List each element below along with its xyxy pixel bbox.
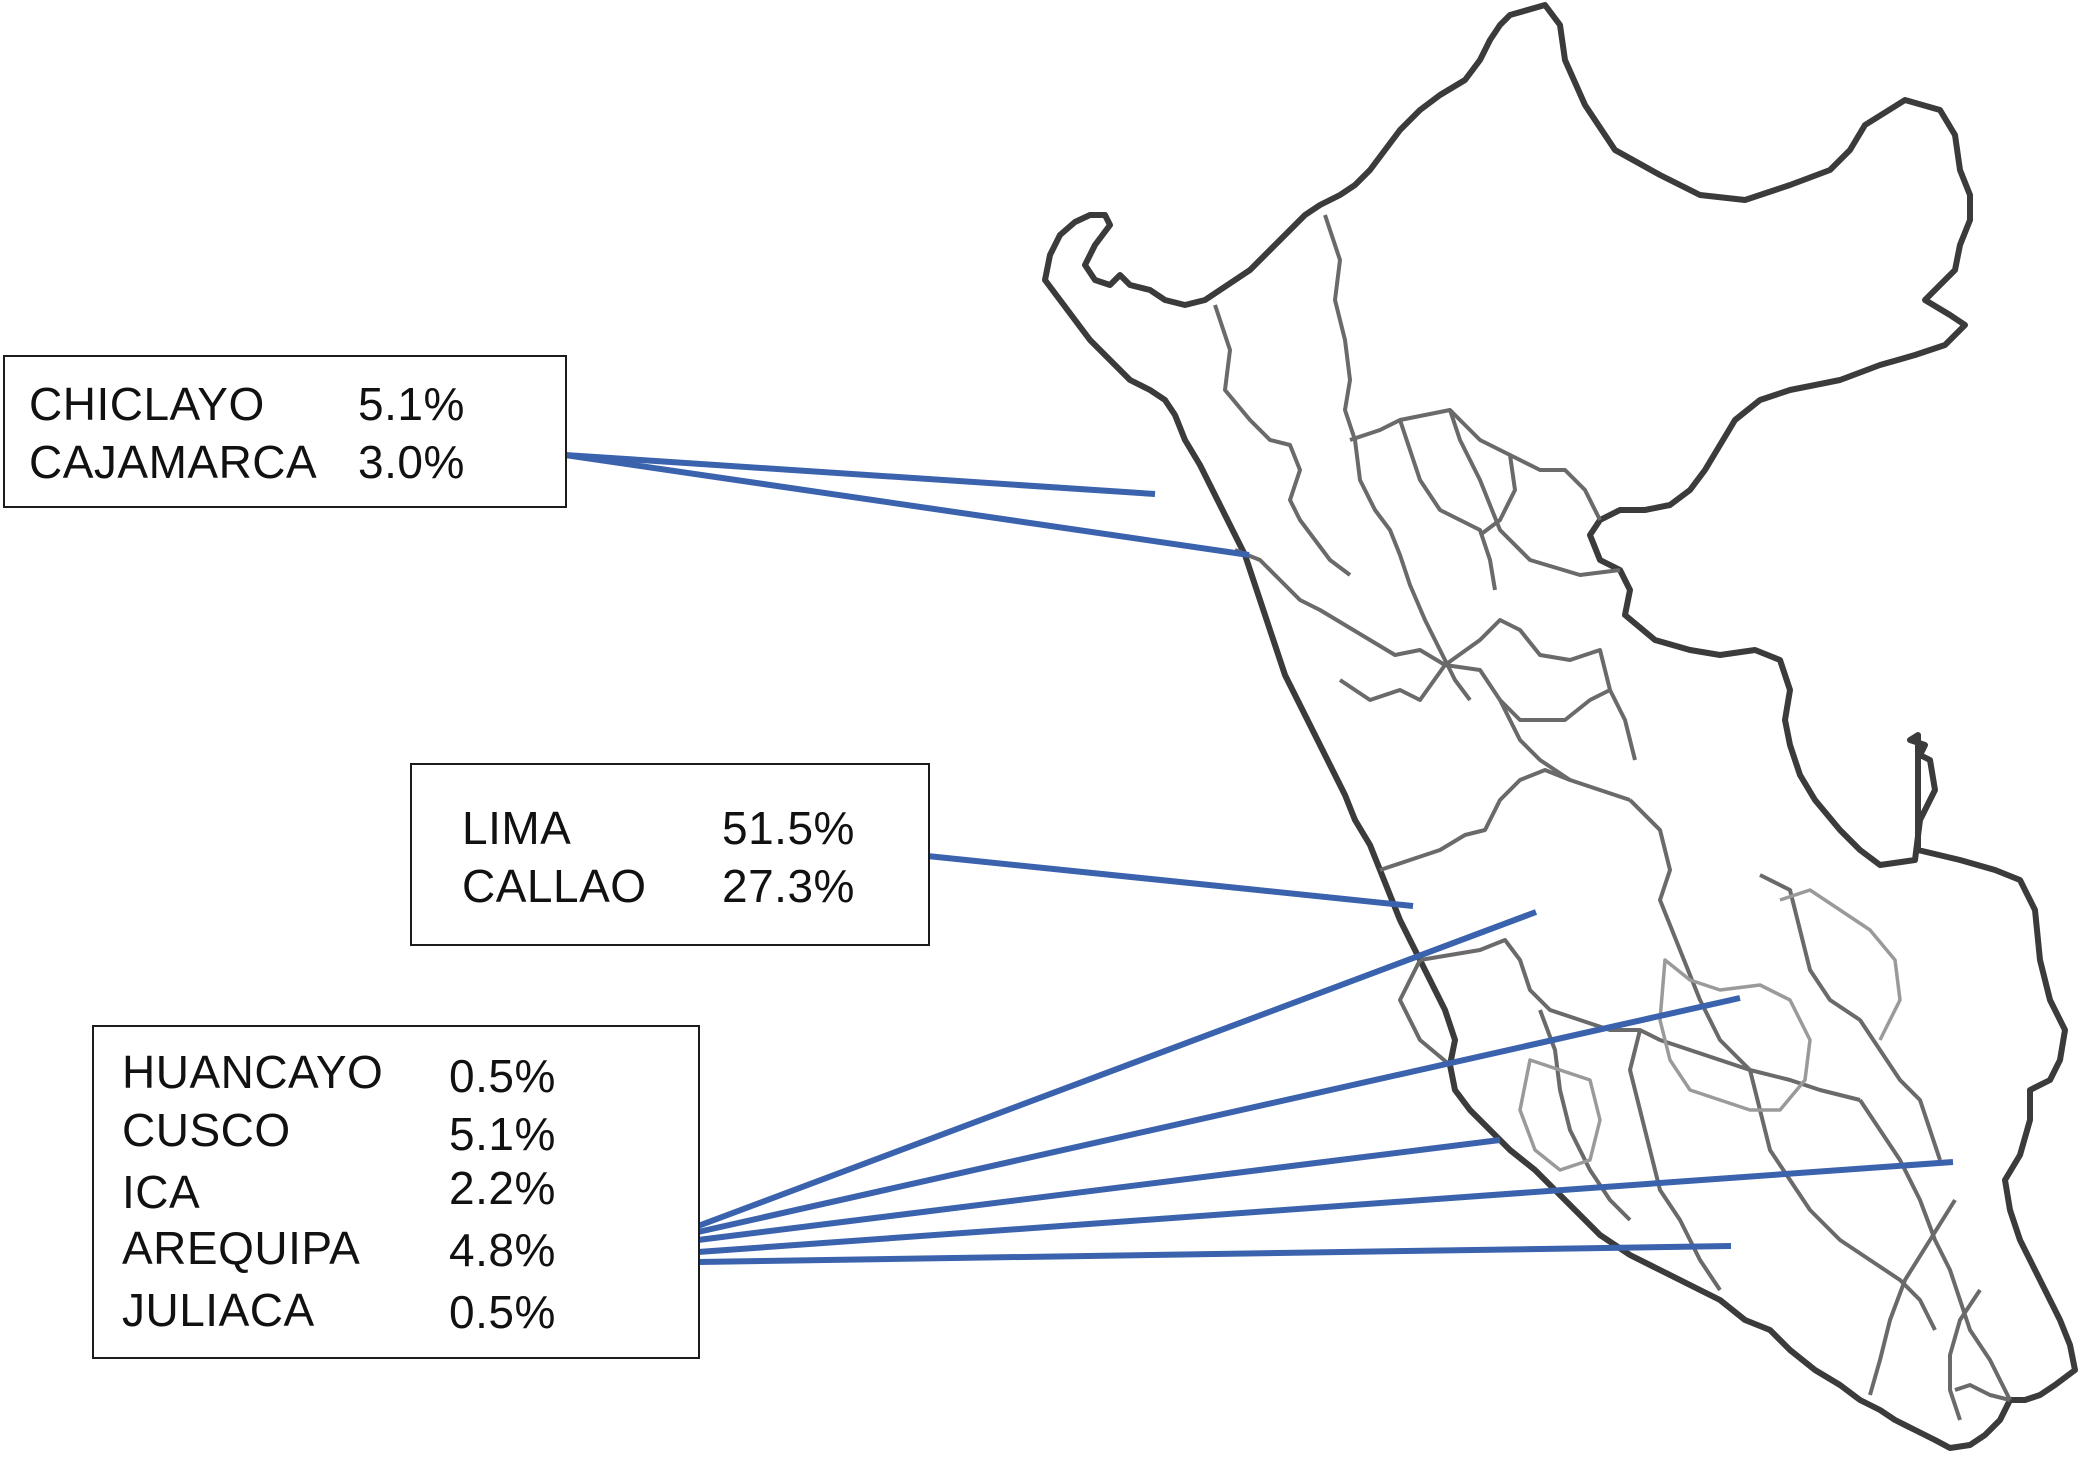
city-label: CHICLAYO [29,378,265,430]
leader-chiclayo [564,452,1156,497]
regional-borders [1213,214,2012,1421]
percent-label: 5.1% [358,378,465,430]
peru-outline-icon [1042,2,2078,1451]
percent-label: 0.5% [449,1050,556,1102]
city-label: ICA [122,1166,201,1218]
percent-label: 27.3% [722,860,855,912]
percent-label: 3.0% [358,436,465,488]
leader-arequipa [697,1159,1954,1255]
label-box-north: CHICLAYO 5.1% CAJAMARCA 3.0% [3,355,567,508]
percent-label: 5.1% [449,1108,556,1160]
leader-ica [697,1137,1501,1243]
percent-label: 4.8% [449,1224,556,1276]
label-box-central: LIMA 51.5% CALLAO 27.3% [410,763,930,946]
leader-huancayo [696,909,1538,1229]
city-label: CALLAO [462,860,647,912]
leader-lima [907,851,1414,909]
percent-label: 0.5% [449,1286,556,1338]
city-label: HUANCAYO [122,1046,384,1098]
label-box-south: HUANCAYO 0.5% CUSCO 5.1% ICA 2.2% AREQUI… [92,1025,700,1359]
leader-cusco [697,995,1741,1235]
leader-juliaca [697,1243,1732,1265]
leader-lines [564,452,1954,1265]
leader-cajamarca [564,452,1250,558]
percent-label: 51.5% [722,802,855,854]
city-label: AREQUIPA [122,1222,361,1274]
city-label: CUSCO [122,1104,291,1156]
percent-label: 2.2% [449,1162,556,1214]
city-label: JULIACA [122,1284,315,1336]
city-label: CAJAMARCA [29,436,318,488]
city-label: LIMA [462,802,572,854]
